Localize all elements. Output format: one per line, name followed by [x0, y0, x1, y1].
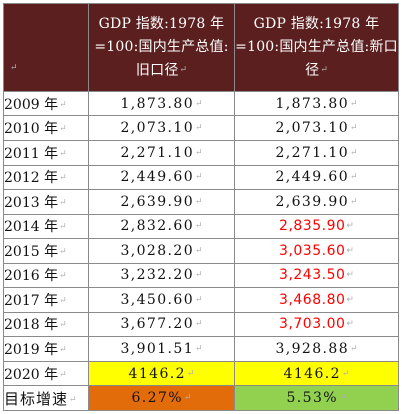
return-mark-icon: ↵: [195, 270, 203, 281]
return-mark-icon: ↵: [59, 345, 67, 356]
table-row: 2009 年↵ 1,873.80↵ 1,873.80↵: [3, 90, 399, 117]
return-mark-icon: ↵: [59, 246, 67, 257]
old-basis-value-cell: 2,832.60↵: [88, 213, 235, 240]
old-basis-value-cell: 3,677.20↵: [88, 311, 235, 338]
return-mark-icon: ↵: [350, 196, 358, 207]
new-basis-value-cell: 2,271.10↵: [234, 140, 399, 166]
return-mark-icon: ↵: [183, 393, 192, 404]
old-basis-value-cell: 4146.2↵: [88, 360, 235, 387]
target-growth-label: 目标增速↵: [3, 385, 89, 411]
return-mark-icon: ↵: [69, 394, 77, 405]
year-cell: 2009 年↵: [3, 90, 89, 117]
table-row: 2017 年↵ 3,450.60↵ 3,468.80↵: [3, 287, 399, 313]
table-row: 2012 年↵ 2,449.60↵ 2,449.60↵: [3, 164, 399, 191]
old-basis-value-cell: 2,271.10↵: [88, 140, 235, 166]
header-corner-cell: ↵: [3, 3, 89, 92]
table-row: 2013 年↵ 2,639.90↵ 2,639.90↵: [3, 189, 399, 215]
new-basis-value-cell: 3,035.60↵: [234, 238, 399, 264]
return-mark-icon: ↵: [195, 172, 203, 183]
table-row: 2019 年↵ 3,901.51↵ 3,928.88↵: [3, 336, 399, 362]
return-mark-icon: ↵: [59, 222, 67, 233]
table-row: 2020 年↵ 4146.2↵ 4146.2↵: [3, 360, 399, 387]
header-new-basis: GDP 指数:1978 年=100:国内生产总值:新口径↵: [234, 3, 399, 92]
year-cell: 2012 年↵: [3, 164, 89, 191]
new-basis-value-cell: 2,449.60↵: [234, 164, 399, 191]
year-cell: 2019 年↵: [3, 336, 89, 362]
target-growth-row: 目标增速↵ 6.27%↵ 5.53%↵: [3, 385, 399, 411]
old-basis-value-cell: 3,232.20↵: [88, 262, 235, 289]
table-row: 2015 年↵ 3,028.20↵ 3,035.60↵: [3, 238, 399, 264]
old-basis-value-cell: 1,873.80↵: [88, 90, 235, 117]
year-cell: 2016 年↵: [3, 262, 89, 289]
return-mark-icon: ↵: [346, 319, 354, 330]
return-mark-icon: ↵: [350, 98, 358, 109]
old-basis-value-cell: 3,450.60↵: [88, 287, 235, 313]
target-growth-new-cell: 5.53%↵: [234, 385, 399, 411]
year-cell: 2014 年↵: [3, 213, 89, 240]
return-mark-icon: ↵: [59, 295, 67, 306]
return-mark-icon: ↵: [350, 172, 358, 183]
return-mark-icon: ↵: [59, 99, 67, 110]
year-cell: 2011 年↵: [3, 140, 89, 166]
new-basis-value-cell: 2,639.90↵: [234, 189, 399, 215]
table-row: 2010 年↵ 2,073.10↵ 2,073.10↵: [3, 115, 399, 141]
new-basis-value-cell: 2,835.90↵: [234, 213, 399, 240]
new-basis-value-cell: 4146.2↵: [234, 360, 399, 387]
new-basis-value-cell: 3,243.50↵: [234, 262, 399, 289]
return-mark-icon: ↵: [195, 147, 203, 158]
gdp-index-table: ↵ GDP 指数:1978 年=100:国内生产总值:旧口径↵ GDP 指数:1…: [3, 3, 399, 411]
return-mark-icon: ↵: [195, 123, 203, 134]
old-basis-value-cell: 2,073.10↵: [88, 115, 235, 141]
year-cell: 2017 年↵: [3, 287, 89, 313]
target-growth-old-cell: 6.27%↵: [88, 385, 235, 411]
return-mark-icon: ↵: [179, 64, 188, 75]
new-basis-value-cell: 3,928.88↵: [234, 336, 399, 362]
header-row: ↵ GDP 指数:1978 年=100:国内生产总值:旧口径↵ GDP 指数:1…: [3, 3, 399, 92]
table-row: 2016 年↵ 3,232.20↵ 3,243.50↵: [3, 262, 399, 289]
return-mark-icon: ↵: [59, 271, 67, 282]
old-basis-value-cell: 3,901.51↵: [88, 336, 235, 362]
return-mark-icon: ↵: [59, 148, 67, 159]
return-mark-icon: ↵: [346, 245, 354, 256]
return-mark-icon: ↵: [59, 124, 67, 135]
return-mark-icon: ↵: [59, 369, 67, 380]
return-mark-icon: ↵: [320, 64, 328, 75]
return-mark-icon: ↵: [59, 320, 67, 331]
return-mark-icon: ↵: [346, 270, 354, 281]
new-basis-value-cell: 2,073.10↵: [234, 115, 399, 141]
return-mark-icon: ↵: [195, 319, 203, 330]
return-mark-icon: ↵: [346, 294, 354, 305]
new-basis-value-cell: 3,703.00↵: [234, 311, 399, 338]
return-mark-icon: ↵: [341, 368, 350, 379]
return-mark-icon: ↵: [195, 98, 203, 109]
return-mark-icon: ↵: [195, 221, 203, 232]
new-basis-value-cell: 3,468.80↵: [234, 287, 399, 313]
old-basis-value-cell: 3,028.20↵: [88, 238, 235, 264]
return-mark-icon: ↵: [350, 344, 358, 355]
return-mark-icon: ↵: [59, 173, 67, 184]
return-mark-icon: ↵: [350, 123, 358, 134]
return-mark-icon: ↵: [59, 197, 67, 208]
old-basis-value-cell: 2,449.60↵: [88, 164, 235, 191]
return-mark-icon: ↵: [338, 393, 347, 404]
return-mark-icon: ↵: [195, 344, 203, 355]
year-cell: 2020 年↵: [3, 360, 89, 387]
header-old-basis: GDP 指数:1978 年=100:国内生产总值:旧口径↵: [88, 3, 235, 92]
table-row: 2018 年↵ 3,677.20↵ 3,703.00↵: [3, 311, 399, 338]
return-mark-icon: ↵: [195, 245, 203, 256]
year-cell: 2018 年↵: [3, 311, 89, 338]
table-row: 2014 年↵ 2,832.60↵ 2,835.90↵: [3, 213, 399, 240]
return-mark-icon: ↵: [346, 221, 354, 232]
return-mark-icon: ↵: [186, 368, 195, 379]
return-mark-icon: ↵: [10, 63, 18, 74]
return-mark-icon: ↵: [350, 147, 358, 158]
year-cell: 2013 年↵: [3, 189, 89, 215]
return-mark-icon: ↵: [195, 196, 203, 207]
return-mark-icon: ↵: [195, 294, 203, 305]
table-row: 2011 年↵ 2,271.10↵ 2,271.10↵: [3, 140, 399, 166]
year-cell: 2010 年↵: [3, 115, 89, 141]
new-basis-value-cell: 1,873.80↵: [234, 90, 399, 117]
year-cell: 2015 年↵: [3, 238, 89, 264]
old-basis-value-cell: 2,639.90↵: [88, 189, 235, 215]
